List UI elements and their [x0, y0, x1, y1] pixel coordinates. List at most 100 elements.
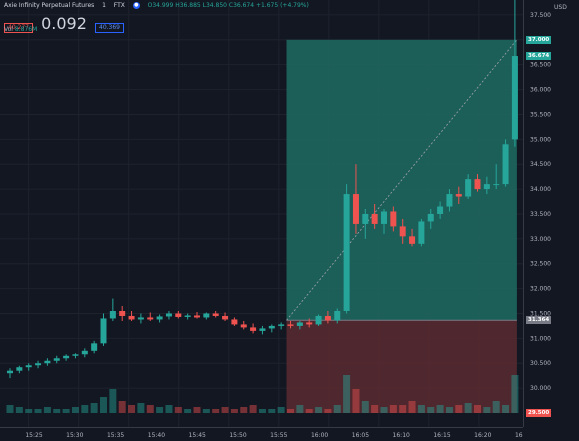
candle-body	[296, 322, 303, 326]
candle	[175, 310, 182, 319]
candle-body	[268, 325, 275, 329]
price-tick-label: 31.000	[530, 335, 551, 342]
volume-bar	[492, 401, 500, 413]
time-tick-label: 16:15	[433, 432, 450, 439]
candle-body	[25, 365, 32, 368]
candle-body	[315, 315, 322, 325]
candle-body	[483, 184, 490, 190]
candle-body	[371, 213, 378, 224]
candle-body	[16, 367, 23, 371]
candle	[483, 176, 490, 195]
candle-body	[511, 56, 518, 140]
candle	[212, 310, 219, 318]
time-tick-label: 16:20	[474, 432, 491, 439]
sell-price-button[interactable]: 40.277	[4, 23, 33, 33]
volume-bar	[258, 409, 266, 413]
chart-legend: Axie Infinity Perpetual Futures 1 FTX ● …	[4, 2, 309, 9]
candle-body	[175, 313, 182, 317]
candle	[474, 174, 481, 192]
candle	[427, 208, 434, 229]
volume-bar	[333, 405, 341, 413]
candle-body	[493, 184, 500, 186]
candle-body	[109, 310, 116, 319]
currency-label[interactable]: USD	[554, 4, 567, 11]
volume-value: 8.876M	[14, 26, 38, 33]
candle	[278, 322, 285, 330]
time-axis[interactable]: 15:25 15:30 15:35 15:40 15:45 15:50 15:55 16:00…	[0, 427, 523, 440]
candle	[409, 228, 416, 247]
candle	[81, 348, 88, 358]
candle	[184, 313, 191, 320]
price-tick-label: 35.000	[530, 136, 551, 143]
buy-price-button[interactable]: 40.369	[95, 23, 124, 33]
exchange-label: FTX	[113, 2, 125, 9]
candlestick-chart[interactable]	[0, 0, 523, 427]
volume-bar	[445, 407, 453, 413]
candle-body	[427, 213, 434, 222]
candle	[502, 139, 509, 187]
volume-bar	[15, 407, 23, 413]
chart-area[interactable]: Axie Infinity Perpetual Futures 1 FTX ● …	[0, 0, 523, 427]
price-tick-label: 30.500	[530, 360, 551, 367]
volume-bar	[212, 409, 220, 413]
candle-body	[409, 236, 416, 244]
volume-bar	[71, 407, 79, 413]
spread-value: 0.092	[41, 14, 87, 33]
candle-body	[437, 206, 444, 214]
volume-bar	[305, 409, 313, 413]
candle	[455, 186, 462, 205]
volume-bar	[427, 407, 435, 413]
candle	[399, 218, 406, 244]
price-tick-label: 32.500	[530, 261, 551, 268]
candle-body	[240, 324, 247, 328]
candle	[63, 354, 70, 361]
candle-body	[446, 194, 453, 207]
volume-bar	[249, 405, 257, 413]
candle	[109, 298, 116, 321]
volume-bar	[156, 407, 164, 413]
candle	[493, 164, 500, 190]
candle-body	[156, 316, 163, 320]
candle-body	[343, 194, 350, 311]
candle	[465, 174, 472, 200]
candle	[100, 313, 107, 346]
candle	[137, 313, 144, 324]
candle-body	[147, 317, 154, 320]
candle	[240, 320, 247, 330]
candle	[128, 310, 135, 321]
candle-body	[352, 194, 359, 224]
time-tick-label: 15:55	[270, 432, 287, 439]
price-tick-label: 31.500	[530, 310, 551, 317]
candle	[418, 218, 425, 247]
volume-bar	[315, 407, 323, 413]
candle-body	[455, 194, 462, 197]
candle-body	[399, 226, 406, 237]
candle-body	[119, 310, 126, 316]
symbol-name[interactable]: Axie Infinity Perpetual Futures	[4, 2, 95, 9]
candle-body	[63, 355, 70, 359]
candle	[324, 310, 331, 324]
volume-legend: Vol 8.876M	[4, 26, 37, 33]
candle-body	[502, 144, 509, 185]
price-tick-label: 32.000	[530, 286, 551, 293]
volume-bar	[483, 407, 491, 413]
volume-bar	[34, 409, 42, 413]
candle	[231, 317, 238, 326]
time-tick-label: 15:35	[107, 432, 124, 439]
volume-bar	[511, 375, 519, 413]
candle-body	[390, 211, 397, 227]
time-tick-label: 15:40	[148, 432, 165, 439]
volume-bar	[361, 401, 369, 413]
interval-label[interactable]: 1	[102, 2, 106, 9]
price-axis[interactable]: USD 37.500 37.000 36.500 36.000 35.500 35.000…	[523, 0, 579, 427]
candle	[44, 358, 51, 366]
stop-price-tag: 29.500	[526, 409, 552, 417]
candle-body	[474, 179, 481, 190]
volume-bar	[324, 409, 332, 413]
candle	[511, 0, 518, 147]
candle	[371, 204, 378, 229]
price-tick-label: 30.000	[530, 385, 551, 392]
candle	[25, 363, 32, 371]
volume-bar	[90, 403, 98, 413]
ohlc-values: O34.999 H36.885 L34.850 C36.674 +1.675 (…	[147, 2, 309, 9]
